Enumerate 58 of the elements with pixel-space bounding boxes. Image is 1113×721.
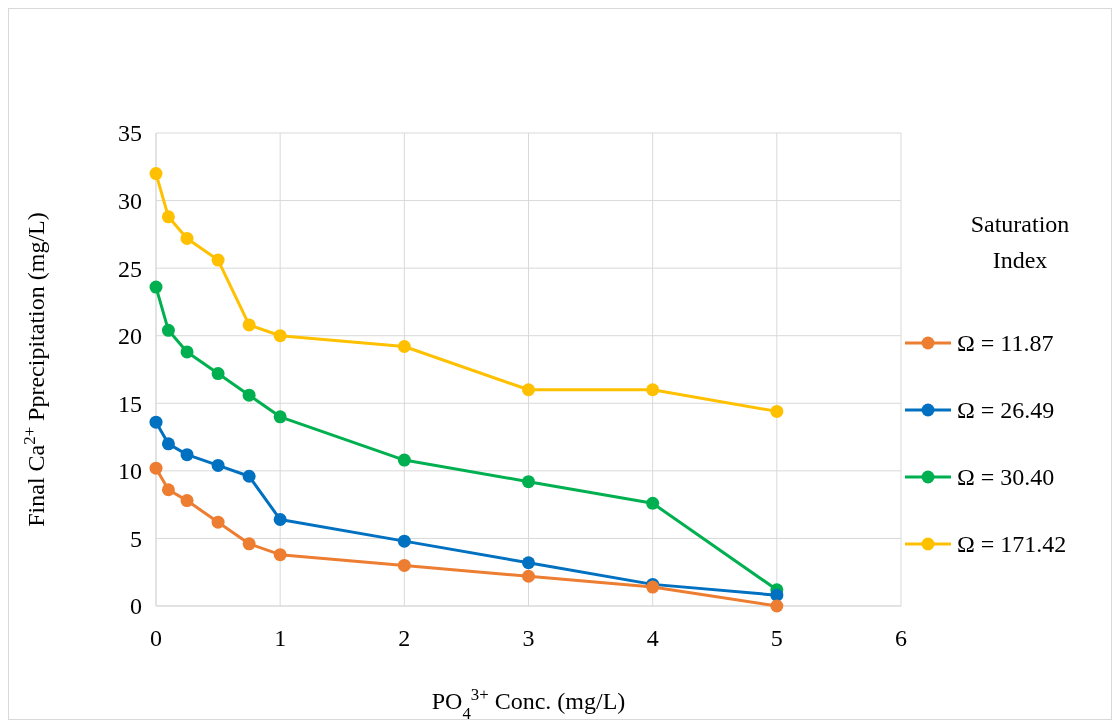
point: [522, 556, 535, 570]
point: [273, 329, 287, 343]
point: [242, 537, 256, 551]
point: [211, 515, 225, 529]
legend-label: Ω = 11.87: [957, 330, 1054, 357]
legend-label: Ω = 171.42: [957, 531, 1067, 558]
point: [149, 461, 163, 475]
point: [149, 167, 163, 181]
point: [149, 280, 163, 294]
x-tick-label: 3: [522, 625, 535, 651]
point: [522, 383, 535, 397]
point: [770, 404, 784, 418]
point: [242, 469, 256, 483]
point: [273, 548, 287, 562]
x-tick-label: 5: [770, 625, 783, 651]
point: [646, 496, 660, 510]
x-tick-label: 1: [274, 625, 287, 651]
point: [180, 345, 194, 359]
y-tick-label: 20: [118, 323, 142, 350]
point: [161, 323, 175, 337]
y-tick-label: 25: [118, 255, 142, 282]
point: [273, 513, 287, 527]
y-tick-label: 15: [118, 390, 142, 417]
point: [397, 340, 411, 354]
x-tick-label: 6: [895, 625, 907, 651]
x-tick-label: 2: [398, 625, 411, 651]
y-tick-label: 0: [130, 593, 142, 620]
legend-label: Ω = 26.49: [957, 397, 1055, 424]
point: [180, 231, 194, 245]
y-tick-label: 30: [118, 187, 142, 214]
point: [161, 437, 175, 451]
point: [242, 318, 256, 332]
point: [397, 534, 411, 548]
point: [161, 210, 175, 224]
y-tick-label: 35: [118, 120, 142, 147]
point: [397, 453, 411, 467]
point: [180, 448, 194, 462]
y-tick-label: 5: [130, 525, 142, 552]
point: [242, 388, 256, 402]
point: [522, 569, 535, 583]
point: [770, 599, 784, 613]
point: [397, 558, 411, 572]
x-tick-label: 4: [646, 625, 659, 651]
point: [522, 475, 535, 489]
point: [646, 383, 660, 397]
point: [770, 588, 784, 602]
point: [180, 494, 194, 508]
point: [161, 483, 175, 497]
point: [149, 415, 163, 429]
point: [211, 253, 225, 267]
x-axis-title: PO$_{4}$$^{3+}$ Conc. (mg/L): [431, 684, 626, 721]
point: [273, 410, 287, 424]
y-tick-label: 10: [118, 458, 142, 485]
point: [211, 458, 225, 472]
legend-label: Ω = 30.40: [957, 464, 1055, 491]
x-tick-label: 0: [150, 625, 162, 651]
point: [211, 367, 225, 381]
legend-title: Saturation Index: [970, 211, 1070, 273]
